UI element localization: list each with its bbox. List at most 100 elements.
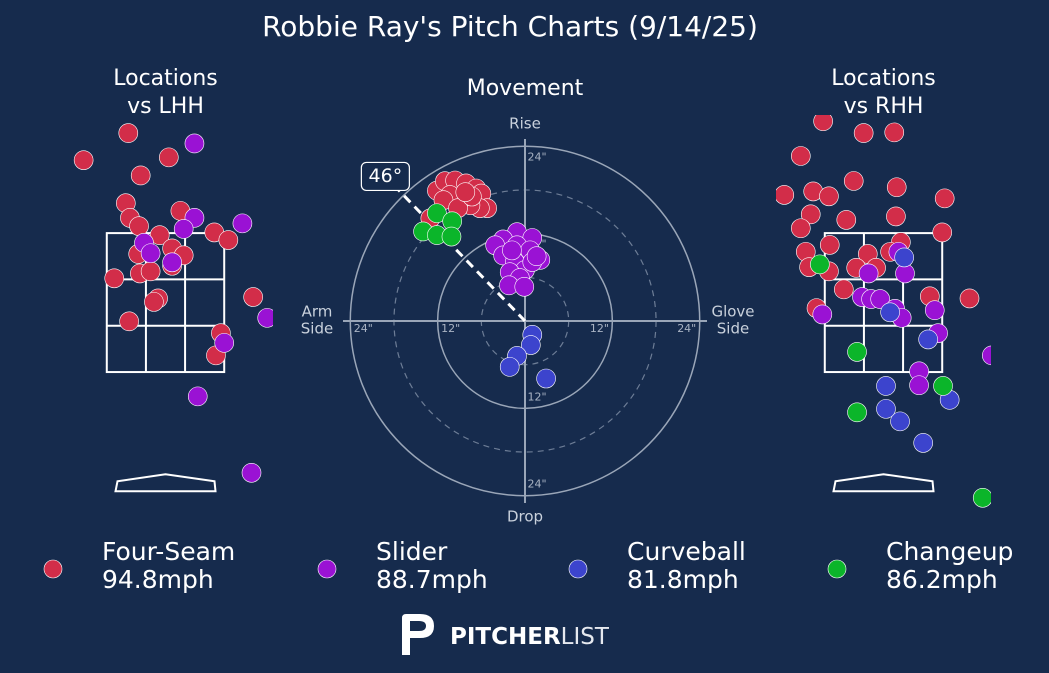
arm-angle-line bbox=[397, 189, 527, 323]
pitch-point bbox=[232, 213, 253, 234]
points bbox=[776, 115, 991, 508]
pitch-point bbox=[536, 368, 556, 389]
legend-name: Changeup bbox=[886, 537, 1013, 566]
pitch-point bbox=[982, 345, 991, 366]
pitch-point bbox=[932, 222, 953, 243]
zone-box bbox=[823, 232, 944, 374]
pitch-point bbox=[886, 177, 907, 198]
direction-label: Rise bbox=[509, 115, 541, 133]
pitch-point bbox=[130, 165, 151, 186]
legend-speed: 86.2mph bbox=[886, 565, 998, 594]
legend-marker bbox=[43, 559, 63, 579]
pitch-point bbox=[972, 488, 991, 508]
r-tick-label: 12" bbox=[441, 322, 460, 335]
logo-light: LIST bbox=[561, 624, 610, 650]
pitch-point bbox=[140, 243, 161, 264]
pitch-point bbox=[776, 185, 795, 205]
pitch-point bbox=[836, 210, 857, 230]
pitch-point bbox=[129, 216, 149, 236]
legend-speed: 88.7mph bbox=[376, 565, 488, 594]
pitch-point bbox=[819, 235, 840, 255]
direction-label: Glove bbox=[711, 303, 754, 321]
pitch-point bbox=[499, 357, 520, 377]
direction-label: Side bbox=[717, 320, 749, 338]
direction-label: Arm bbox=[302, 303, 333, 321]
pitch-point bbox=[884, 122, 905, 143]
pitch-point bbox=[214, 333, 235, 353]
pitch-point bbox=[159, 147, 179, 168]
legend-name: Curveball bbox=[627, 537, 746, 566]
r-tick-label: 24" bbox=[527, 150, 546, 163]
r-tick-label: 24" bbox=[527, 478, 546, 491]
pitch-point bbox=[843, 171, 864, 191]
pitch-point bbox=[913, 433, 933, 453]
legend-speed: 94.8mph bbox=[102, 565, 214, 594]
r-tick-label: 12" bbox=[590, 322, 609, 335]
pitch-point bbox=[876, 376, 896, 396]
pitch-point bbox=[104, 268, 125, 289]
direction-label: Drop bbox=[507, 508, 543, 526]
pitch-point bbox=[162, 252, 182, 273]
pitch-point bbox=[890, 411, 910, 432]
pitch-point bbox=[521, 335, 541, 355]
pitch-point bbox=[514, 276, 535, 297]
r-tick-label: 12" bbox=[527, 390, 546, 403]
pitch-point bbox=[118, 123, 139, 143]
pitch-point bbox=[800, 204, 821, 225]
pitch-point bbox=[427, 203, 447, 224]
legend-name: Four-Seam bbox=[102, 537, 235, 566]
pitch-point bbox=[934, 188, 955, 209]
pitch-point bbox=[502, 240, 522, 261]
pitch-point bbox=[73, 150, 94, 170]
logo: PITCHERLIST bbox=[402, 614, 610, 655]
panel-title: Locations bbox=[113, 66, 218, 91]
home-plate bbox=[114, 473, 217, 493]
arm-angle-label: 46° bbox=[369, 165, 403, 187]
pitch-point bbox=[243, 287, 263, 307]
pitch-point bbox=[455, 182, 476, 202]
pitch-point bbox=[959, 288, 980, 309]
pitch-point bbox=[876, 399, 896, 419]
chart-title: Robbie Ray's Pitch Charts (9/14/25) bbox=[262, 10, 758, 43]
pitch-point bbox=[813, 115, 833, 132]
legend-marker bbox=[568, 559, 588, 579]
pitch-point bbox=[812, 304, 833, 325]
points bbox=[73, 123, 273, 483]
logo-icon bbox=[402, 614, 434, 655]
home-plate bbox=[832, 473, 935, 493]
panel-title: Movement bbox=[467, 76, 584, 101]
pitch-point bbox=[909, 375, 929, 396]
direction-label: Side bbox=[301, 320, 333, 338]
legend-marker bbox=[827, 559, 847, 579]
pitch-point bbox=[173, 219, 194, 239]
panel-title: vs RHH bbox=[844, 94, 924, 119]
pitch-point bbox=[218, 230, 239, 250]
pitch-point bbox=[140, 261, 161, 282]
pitch-point bbox=[241, 462, 262, 483]
legend-marker bbox=[317, 559, 337, 579]
pitch-point bbox=[819, 186, 839, 207]
pitch-point bbox=[441, 226, 462, 247]
pitch-point bbox=[918, 329, 938, 350]
panel-title: vs LHH bbox=[127, 94, 204, 119]
r-tick-label: 24" bbox=[354, 322, 373, 335]
r-tick-label: 24" bbox=[677, 322, 696, 335]
pitch-point bbox=[119, 311, 139, 332]
pitch-point bbox=[894, 247, 914, 268]
panel-title: Locations bbox=[831, 66, 936, 91]
points bbox=[413, 170, 556, 389]
pitch-point bbox=[810, 254, 830, 275]
pitch-point bbox=[847, 342, 867, 362]
logo-text: PITCHERLIST bbox=[450, 624, 610, 650]
pitch-point bbox=[924, 300, 945, 321]
pitch-point bbox=[187, 386, 208, 407]
legend-speed: 81.8mph bbox=[627, 565, 739, 594]
pitch-point bbox=[933, 376, 953, 396]
pitch-point bbox=[870, 289, 890, 309]
pitch-point bbox=[257, 308, 273, 328]
pitch-point bbox=[791, 146, 811, 166]
pitch-point bbox=[858, 263, 879, 284]
pitch-point bbox=[144, 292, 164, 312]
pitch-point bbox=[853, 123, 874, 143]
